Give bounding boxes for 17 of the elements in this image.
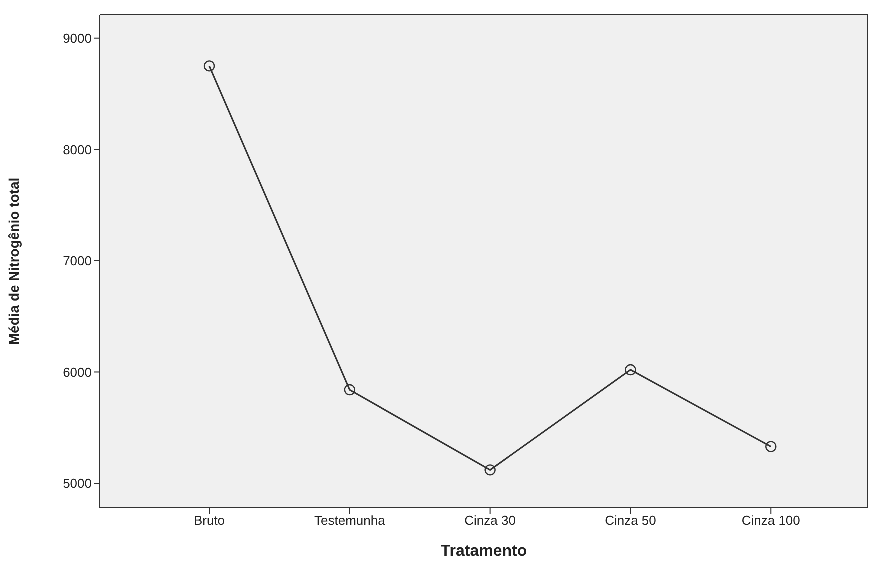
- y-tick-label: 7000: [63, 254, 92, 269]
- y-axis-title: Média de Nitrogênio total: [6, 178, 22, 346]
- x-tick-label: Cinza 30: [464, 513, 516, 528]
- y-tick-label: 6000: [63, 364, 92, 380]
- point: [625, 364, 636, 376]
- x-tick-label: Cinza 100: [742, 513, 800, 528]
- x-axis-title: Tratamento: [440, 543, 528, 560]
- x-tick-label: Bruto: [194, 513, 226, 528]
- point: [344, 384, 356, 396]
- y-tick-label: 5000: [63, 476, 92, 492]
- point: [484, 464, 496, 476]
- y-tick-label: 8000: [63, 142, 92, 158]
- x-tick-label: Testemunha: [314, 513, 386, 528]
- point: [766, 441, 777, 452]
- point: [204, 60, 216, 72]
- y-tick-label: 9000: [63, 30, 92, 46]
- x-tick-label: Cinza 50: [605, 513, 656, 528]
